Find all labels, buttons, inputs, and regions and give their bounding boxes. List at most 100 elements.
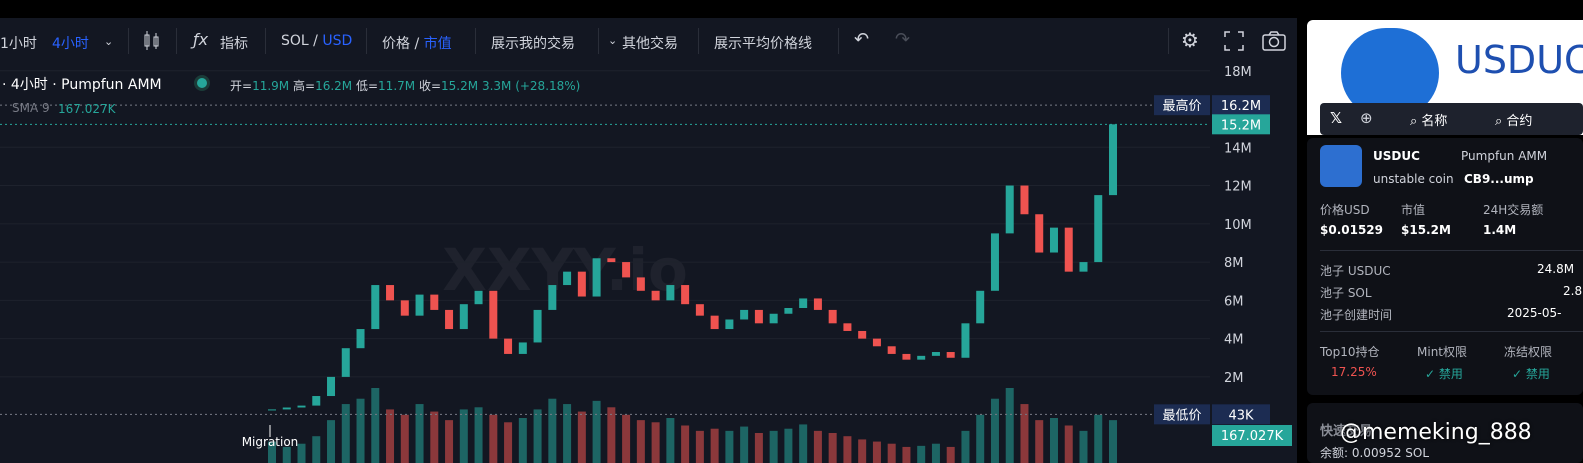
volume-bar bbox=[282, 446, 291, 463]
pair[interactable]: SOL / USD bbox=[281, 33, 353, 49]
candle bbox=[1005, 185, 1014, 234]
web-link[interactable]: ⊕ bbox=[1360, 109, 1373, 127]
candle bbox=[902, 353, 911, 360]
volume-bar bbox=[1094, 414, 1103, 463]
volume-bar bbox=[489, 414, 498, 463]
y-tick-label: 6M bbox=[1224, 294, 1244, 309]
volume-bar bbox=[563, 404, 572, 463]
sma-value: 167.027K bbox=[58, 102, 116, 116]
pool-label: 池子 USDUC bbox=[1320, 264, 1391, 278]
candle bbox=[681, 285, 690, 305]
link-label: 名称 bbox=[1421, 114, 1448, 129]
volume-bar bbox=[548, 398, 557, 463]
avg-line[interactable]: 展示平均价格线 bbox=[714, 36, 812, 52]
settings[interactable]: ⚙ bbox=[1181, 28, 1199, 52]
pool-value: 2.8 bbox=[1563, 284, 1583, 298]
volume-bar bbox=[990, 398, 999, 463]
search-name[interactable]: ⌕ 名称 bbox=[1410, 114, 1448, 129]
stat-value: 1.4M bbox=[1483, 223, 1517, 237]
y-tick-label: 2M bbox=[1224, 371, 1244, 386]
token-address[interactable]: CB9...ump bbox=[1464, 172, 1534, 186]
candle bbox=[415, 294, 424, 316]
candle bbox=[282, 407, 291, 410]
ohlc-key: 低 bbox=[355, 79, 368, 93]
pair-base: SOL bbox=[281, 33, 309, 49]
y-tick-label: 18M bbox=[1224, 65, 1252, 80]
fullscreen[interactable] bbox=[1224, 31, 1244, 51]
candle bbox=[887, 346, 896, 354]
candle bbox=[268, 409, 276, 411]
interval-4h[interactable]: 4小时 bbox=[52, 36, 89, 52]
volume-bar bbox=[533, 409, 542, 463]
undo[interactable]: ↶ bbox=[854, 29, 870, 50]
volume-bar bbox=[504, 422, 513, 463]
stat-label: 价格USD bbox=[1320, 203, 1370, 217]
show-trades[interactable]: 展示我的交易 bbox=[491, 36, 575, 52]
token-name: USDUC bbox=[1373, 149, 1420, 163]
fx-icon[interactable]: ƒx bbox=[193, 30, 209, 49]
candle bbox=[430, 294, 439, 310]
candle bbox=[917, 355, 926, 360]
candle bbox=[710, 315, 719, 330]
security-label: 冻结权限 bbox=[1504, 345, 1553, 359]
annotation: Migration bbox=[242, 435, 299, 449]
candle bbox=[636, 277, 645, 291]
status-dot bbox=[197, 78, 207, 88]
stat-label: 24H交易额 bbox=[1483, 203, 1544, 217]
mode-mcap: 市值 bbox=[423, 36, 452, 52]
chevron[interactable]: ⌄ bbox=[104, 35, 114, 48]
volume-bar bbox=[710, 428, 719, 463]
other-trades[interactable]: 其他交易 bbox=[622, 36, 678, 52]
volume-bar bbox=[917, 445, 926, 463]
volume-bar bbox=[400, 414, 409, 463]
candle bbox=[548, 285, 557, 310]
y-tick-label: 12M bbox=[1224, 180, 1252, 195]
volume-bar bbox=[799, 424, 808, 463]
ohlc-value: 16.2M bbox=[315, 79, 353, 93]
volume-bar bbox=[474, 407, 483, 463]
volume-bar bbox=[607, 407, 616, 463]
candle bbox=[740, 309, 749, 320]
ohlc-key: 收 bbox=[418, 79, 431, 93]
trade-card: 快速交易 余额: 0.00952 SOL bbox=[1307, 403, 1583, 463]
volume-bar bbox=[887, 443, 896, 463]
security-label: Mint权限 bbox=[1417, 345, 1467, 359]
change: 3.3M (+28.18%) bbox=[481, 79, 581, 93]
volume-bar bbox=[769, 430, 778, 463]
candle bbox=[651, 290, 660, 301]
volume-bar bbox=[666, 418, 675, 463]
indicators[interactable]: 指标 bbox=[220, 36, 248, 52]
sma-tag-bg bbox=[1212, 425, 1292, 446]
token-desc: unstable coin bbox=[1373, 172, 1454, 186]
redo[interactable]: ↷ bbox=[895, 29, 911, 50]
mode[interactable]: 价格 / 市值 bbox=[382, 36, 452, 52]
volume-bar bbox=[1049, 418, 1058, 463]
volume-bar bbox=[961, 430, 970, 463]
screenshot[interactable] bbox=[1262, 31, 1286, 51]
current-tag: 15.2M bbox=[1221, 118, 1261, 133]
y-tick-label: 8M bbox=[1224, 256, 1244, 271]
volume-bar bbox=[592, 400, 601, 463]
volume-bar bbox=[902, 446, 911, 463]
candle bbox=[312, 396, 321, 406]
chart: XXYY.io 2M 4M 6M 8M 10M 12M 14M 18M 16.2M 最高价 15.2… bbox=[0, 65, 1297, 463]
candle bbox=[946, 352, 955, 358]
candle bbox=[489, 290, 498, 339]
volume-bar bbox=[371, 388, 380, 463]
security-label: Top10持仓 bbox=[1320, 345, 1380, 359]
high-label-bg bbox=[1154, 95, 1210, 116]
candle bbox=[386, 285, 395, 301]
stat-label: 市值 bbox=[1401, 203, 1426, 217]
volume-bar bbox=[1020, 404, 1029, 463]
ohlc-key: 开 bbox=[230, 79, 243, 93]
x-link[interactable]: 𝕏 bbox=[1330, 109, 1343, 127]
candle bbox=[976, 290, 985, 324]
candle bbox=[858, 330, 867, 339]
search-contract[interactable]: ⌕ 合约 bbox=[1495, 114, 1533, 129]
candle bbox=[784, 308, 793, 314]
candle bbox=[828, 309, 837, 324]
security-text: 禁用 bbox=[1438, 367, 1463, 381]
volume-bar bbox=[622, 414, 631, 463]
interval-1h[interactable]: 1小时 bbox=[0, 36, 37, 52]
candle-icon[interactable] bbox=[142, 30, 162, 52]
